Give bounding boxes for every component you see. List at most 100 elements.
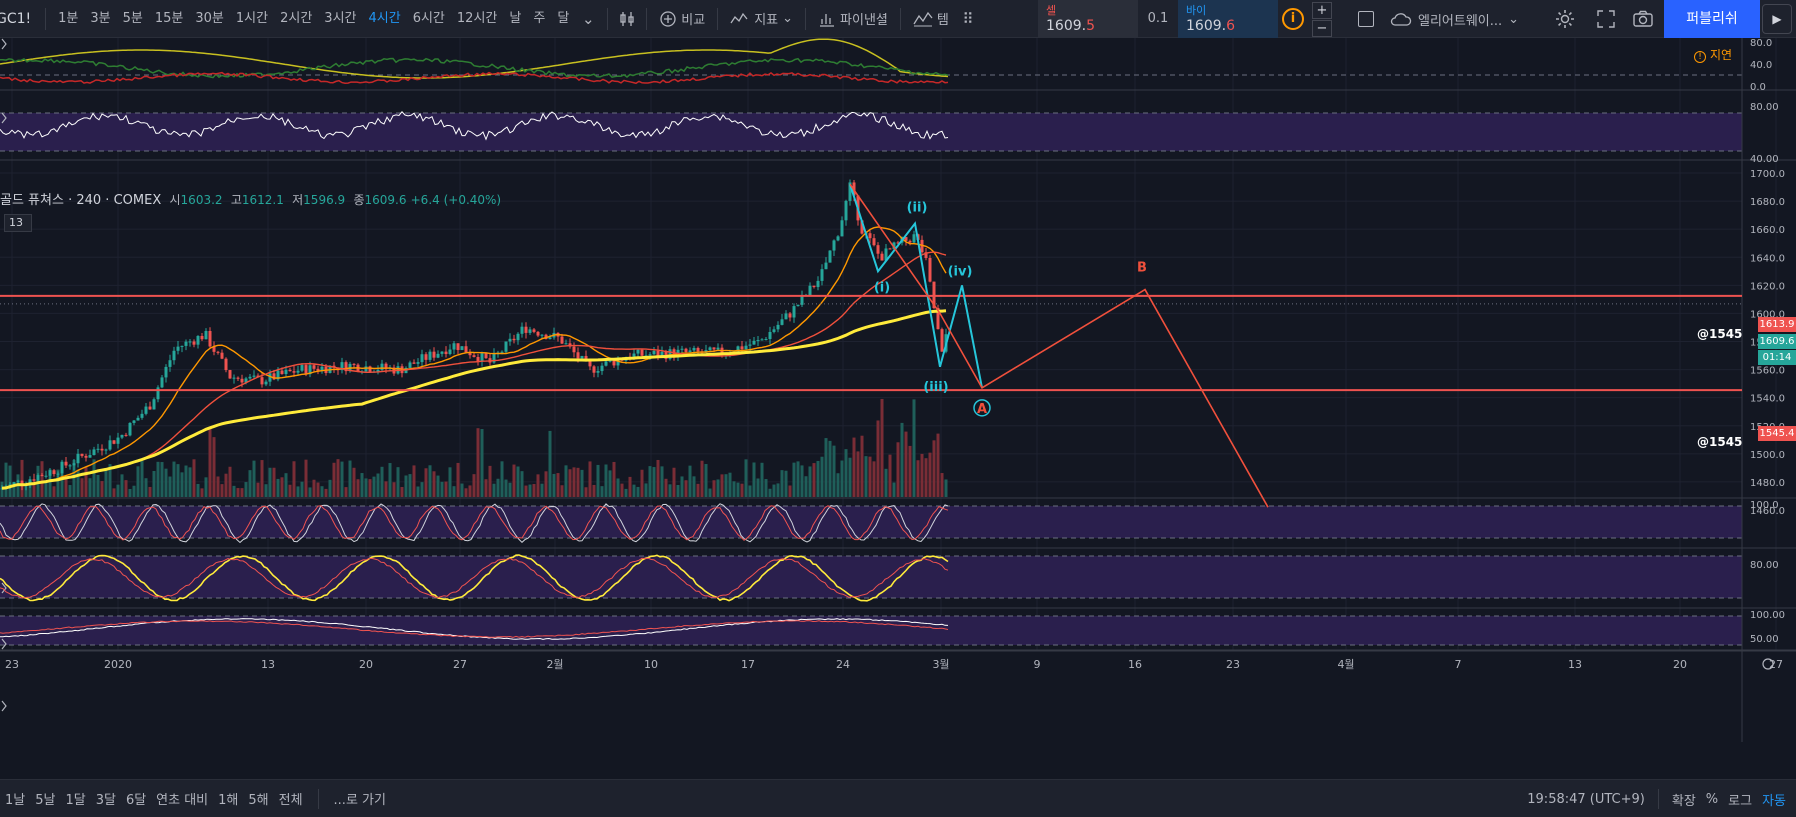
volume-bar [304, 459, 308, 497]
interval-month[interactable]: 달 [557, 10, 570, 26]
volume-bar [444, 481, 448, 497]
volume-bar [460, 483, 464, 497]
level-label-upper[interactable]: @1545 [1697, 327, 1743, 341]
series-legend[interactable]: 골드 퓨쳐스 · 240 · COMEX 시1603.2 고1612.1 저15… [0, 193, 502, 208]
compare-button[interactable]: 비교 [653, 0, 711, 38]
clock-timezone[interactable]: 19:58:47 (UTC+9) [1527, 791, 1645, 807]
candle-body [444, 351, 448, 355]
volume-bar [820, 456, 824, 497]
interval-12h[interactable]: 12시간 [456, 10, 498, 26]
legend-sub-value[interactable]: 13 [4, 214, 32, 232]
extended-hours-toggle[interactable]: 확장 [1671, 793, 1696, 809]
interval-4h[interactable]: 4시간 [368, 10, 401, 26]
checkbox-icon[interactable] [1358, 11, 1374, 27]
volume-bar [392, 482, 396, 497]
compare-label: 비교 [681, 13, 706, 28]
volume-bar [900, 422, 904, 497]
range-5d[interactable]: 5날 [35, 793, 56, 808]
interval-3h[interactable]: 3시간 [324, 10, 357, 26]
candle-body [572, 346, 576, 353]
candle-body [52, 470, 56, 475]
volume-bar [180, 472, 184, 497]
interval-day[interactable]: 날 [509, 10, 522, 26]
interval-15m[interactable]: 15분 [154, 10, 184, 26]
replay-play-icon[interactable]: ▶ [1762, 4, 1792, 34]
buy-button[interactable]: 바이 1609.6 [1178, 0, 1278, 38]
range-6m[interactable]: 6달 [125, 793, 147, 808]
interval-1h[interactable]: 1시간 [235, 10, 269, 26]
volume-bar [884, 468, 888, 497]
volume-bar [692, 476, 696, 497]
pane-separators [0, 38, 1796, 742]
volume-bar [276, 478, 280, 497]
range-ytd[interactable]: 연초 대비 [156, 793, 209, 808]
candle-body [680, 348, 684, 350]
interval-6h[interactable]: 6시간 [412, 10, 445, 26]
settings-gear-icon[interactable] [1554, 8, 1576, 34]
volume-bar [156, 461, 160, 497]
bar-style-icon[interactable] [614, 0, 640, 38]
templates-button[interactable]: 템 [907, 0, 955, 38]
volume-bar [196, 483, 200, 497]
interval-1m[interactable]: 1분 [58, 10, 79, 26]
volume-bar [132, 485, 136, 497]
candle-body [596, 371, 600, 373]
time-axis-label: 2월 [546, 658, 563, 671]
volume-bar [564, 465, 568, 497]
legend-interval: 240 [76, 193, 102, 208]
volume-bar [552, 473, 556, 497]
candle-body [456, 343, 460, 350]
volume-bar [360, 473, 364, 497]
percent-scale-toggle[interactable]: % [1705, 791, 1719, 807]
symbol-search[interactable]: GC1! [0, 10, 32, 27]
delay-label: 지연 [1710, 48, 1733, 62]
log-scale-toggle[interactable]: 로그 [1728, 793, 1753, 809]
plus-icon[interactable]: + [1312, 2, 1332, 19]
auto-scale-toggle[interactable]: 자동 [1762, 793, 1786, 809]
drag-handle-icon[interactable]: ⠿ [962, 9, 974, 28]
chart-canvas[interactable]: (ii)(i)(iii)(iv)AB 1700.01680.01660.0164… [0, 38, 1796, 742]
range-5y[interactable]: 5해 [248, 793, 269, 808]
volume-bar [792, 462, 796, 497]
volume-bar [296, 486, 300, 497]
wave-drawings[interactable]: (ii) (i) (iii) (iv) A B [0, 183, 1742, 508]
financials-button[interactable]: 파이낸셜 [812, 0, 894, 38]
candle-body [192, 341, 196, 345]
info-icon[interactable]: i [1282, 8, 1304, 30]
range-all[interactable]: 전체 [278, 793, 303, 808]
buy-label: 바이 [1186, 4, 1207, 17]
fullscreen-icon[interactable] [1596, 9, 1616, 33]
volume-bar [872, 461, 876, 497]
screenshot-camera-icon[interactable] [1632, 9, 1654, 33]
volume-bar [524, 485, 528, 497]
goto-date-button[interactable]: ...로 가기 [333, 793, 386, 808]
volume-bar [520, 471, 524, 497]
indicators-button[interactable]: 지표 ⌄ [724, 0, 799, 38]
interval-week[interactable]: 주 [533, 10, 546, 26]
interval-dropdown-chevron-icon[interactable]: ⌄ [581, 9, 595, 28]
interval-2h[interactable]: 2시간 [280, 10, 313, 26]
range-3m[interactable]: 3달 [95, 793, 116, 808]
volume-bar [676, 484, 680, 497]
interval-3m[interactable]: 3분 [90, 10, 111, 26]
minus-icon[interactable]: − [1312, 20, 1332, 37]
volume-bar [220, 484, 224, 497]
candle-body [252, 375, 256, 377]
volume-bar [932, 440, 936, 497]
range-1y[interactable]: 1해 [218, 793, 239, 808]
interval-30m[interactable]: 30분 [195, 10, 224, 26]
range-1d[interactable]: 1날 [5, 793, 26, 808]
volume-bar [272, 467, 276, 497]
interval-5m[interactable]: 5분 [122, 10, 143, 26]
volume-bar [700, 460, 704, 497]
oscillator-line [0, 505, 949, 541]
range-1m[interactable]: 1달 [65, 793, 86, 808]
level-label-lower[interactable]: @1545 [1697, 435, 1743, 449]
delay-indicator[interactable]: ! 지연 [1694, 46, 1732, 63]
volume-bar [732, 481, 736, 497]
volume-bar [260, 460, 264, 497]
alert-dropdown[interactable]: 엘리어트웨이... ⌄ [1390, 0, 1519, 38]
publish-button[interactable]: 퍼블리쉬 [1664, 0, 1760, 38]
candle-body [460, 346, 464, 350]
sell-button[interactable]: 셀 1609.5 [1038, 0, 1138, 38]
